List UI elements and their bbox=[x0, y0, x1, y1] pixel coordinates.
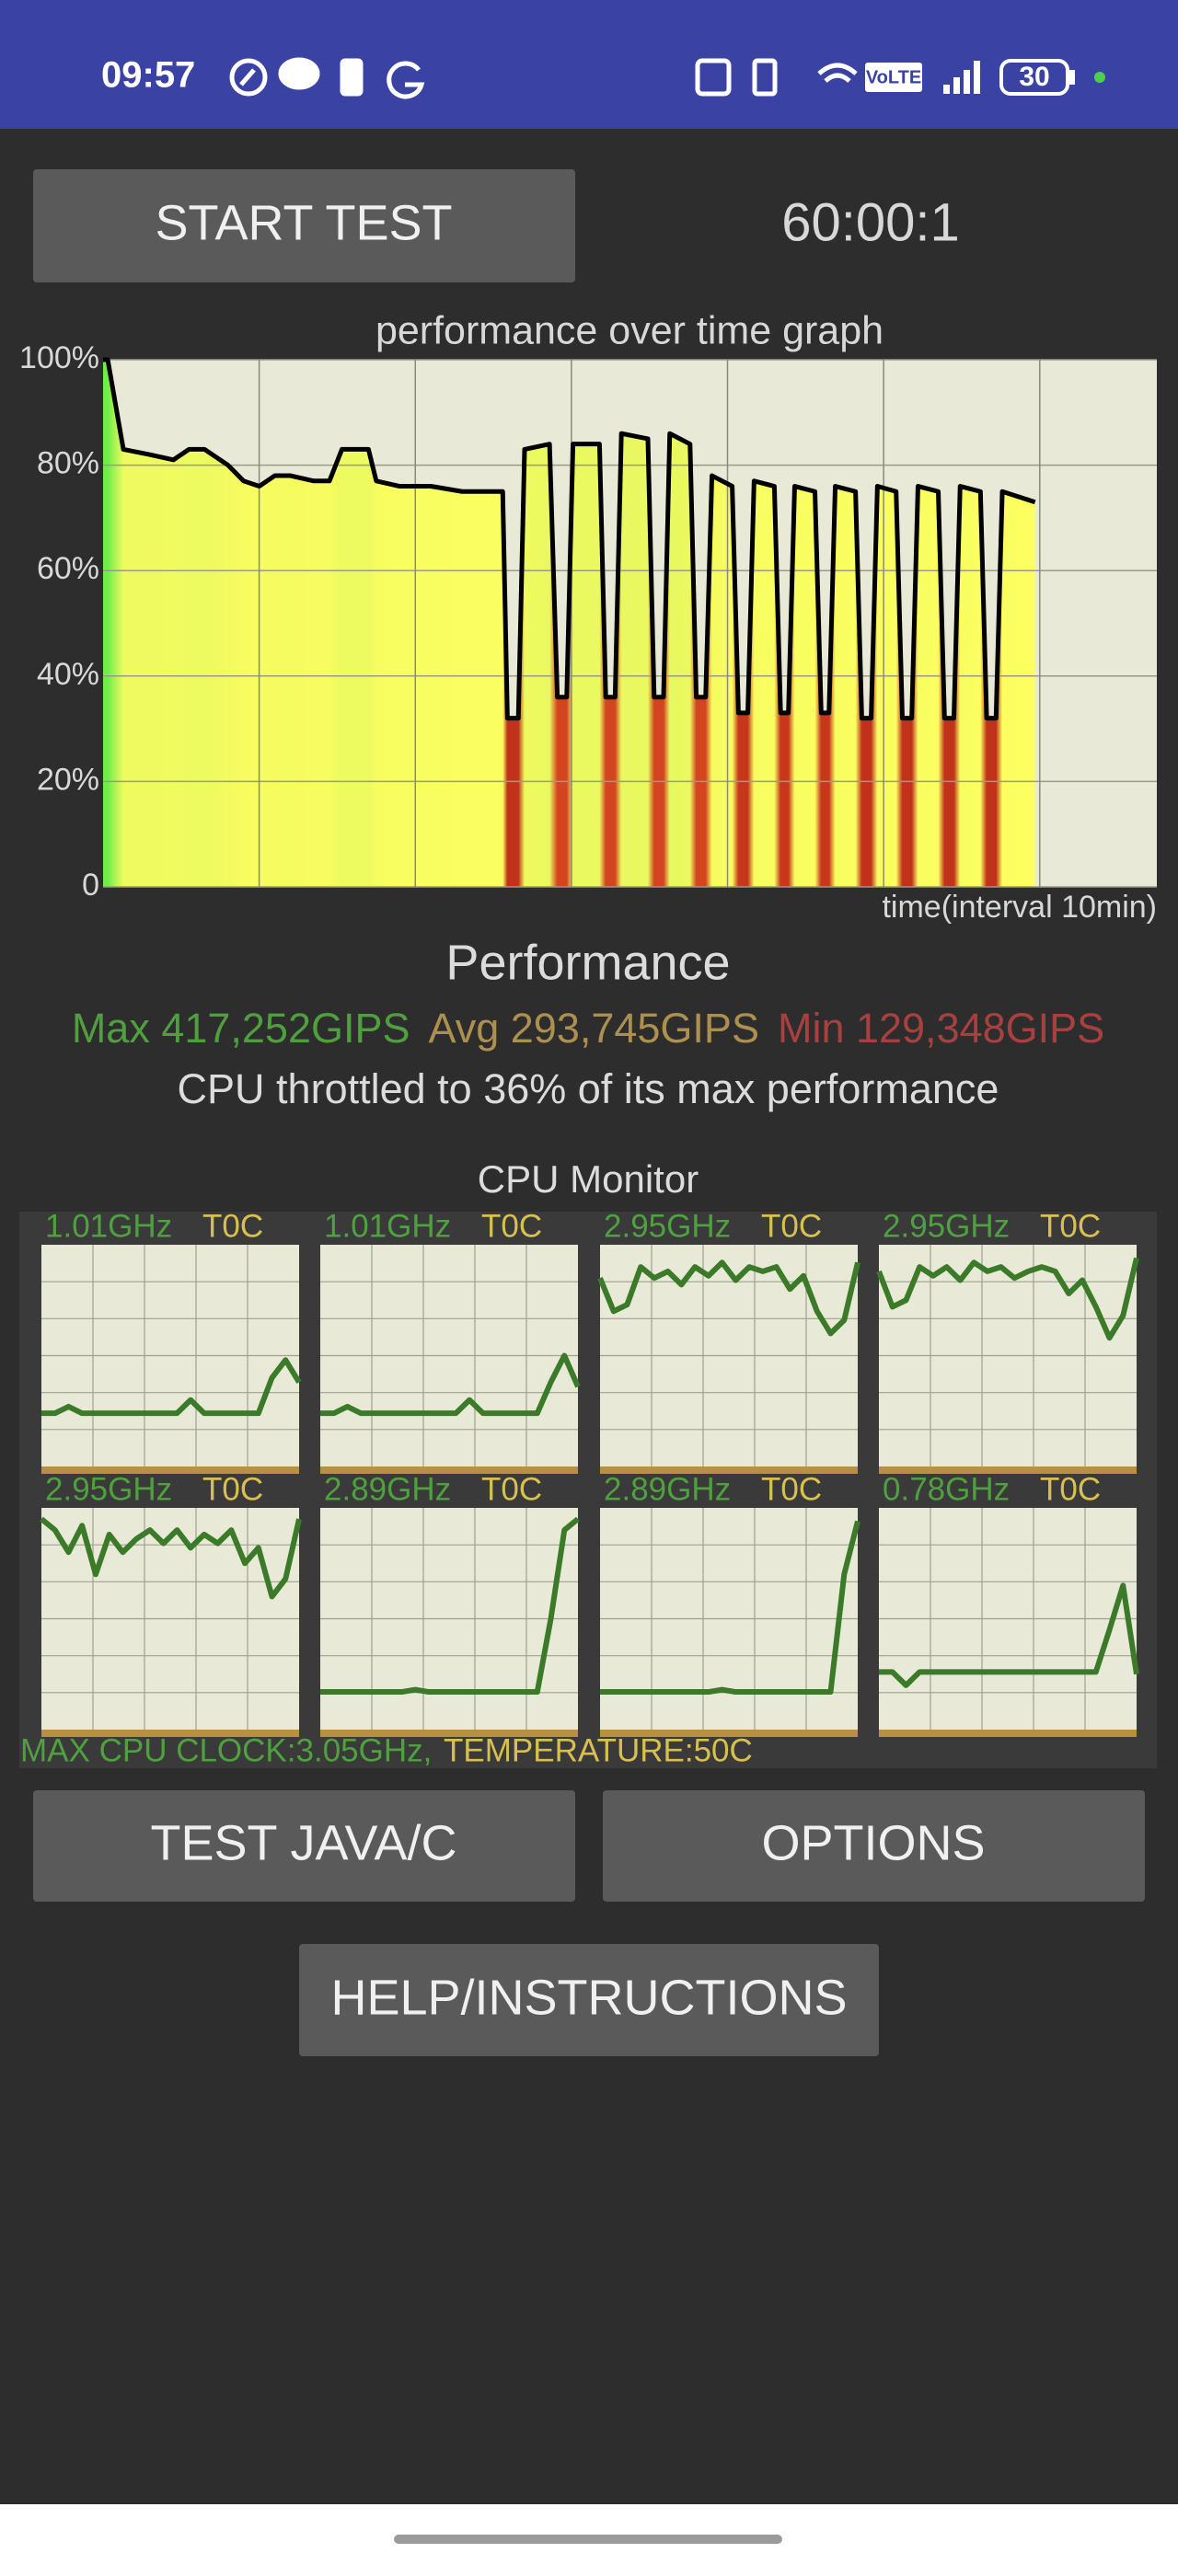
volte-badge bbox=[865, 63, 922, 92]
help-button[interactable] bbox=[299, 1944, 879, 2056]
core-temp: T0C bbox=[1040, 1471, 1101, 1507]
timer: 60:00:1 bbox=[781, 192, 960, 252]
status-battery: 30 bbox=[1019, 62, 1049, 92]
y-tick-label: 80% bbox=[37, 446, 99, 481]
core-line bbox=[600, 1520, 860, 1696]
cpu-monitor-title: CPU Monitor bbox=[478, 1157, 699, 1201]
status-dot bbox=[1094, 72, 1105, 83]
y-tick-label: 20% bbox=[37, 762, 99, 797]
min-stat: Min 129,348GIPS bbox=[778, 1005, 1104, 1052]
test-java-button[interactable] bbox=[33, 1790, 575, 1902]
core-temp: T0C bbox=[761, 1471, 822, 1507]
start-test-button[interactable] bbox=[33, 169, 575, 282]
avg-stat: Avg 293,745GIPS bbox=[429, 1005, 759, 1052]
y-tick-label: 0 bbox=[82, 868, 99, 903]
core-clock: 1.01GHz bbox=[324, 1208, 451, 1244]
temperature: TEMPERATURE:50C bbox=[444, 1732, 753, 1768]
core-base-bar bbox=[879, 1466, 1137, 1474]
performance-line bbox=[103, 357, 1036, 721]
core-temp: T0C bbox=[481, 1208, 542, 1244]
performance-title: Performance bbox=[445, 935, 730, 990]
test-java-label[interactable]: TEST JAVA/C bbox=[150, 1815, 456, 1870]
battery-icon bbox=[999, 59, 1069, 96]
x-axis-label: time(interval 10min) bbox=[882, 890, 1157, 925]
core-temp: T0C bbox=[1040, 1208, 1101, 1244]
throttle-text: CPU throttled to 36% of its max performa… bbox=[178, 1065, 999, 1112]
max-stat: Max 417,252GIPS bbox=[72, 1005, 410, 1052]
core-clock: 2.95GHz bbox=[604, 1208, 731, 1244]
core-base-bar bbox=[600, 1730, 858, 1737]
core-temp: T0C bbox=[202, 1471, 263, 1507]
status-bar bbox=[0, 0, 1178, 129]
core-base-bar bbox=[879, 1730, 1137, 1737]
cpu-layer: 1.01GHz T0C 1.01GHz T0C 2.95GHz T0C 2.95GHz T0C… bbox=[40, 1208, 1139, 1737]
start-test-label[interactable]: START TEST bbox=[155, 195, 452, 250]
max-cpu-clock: MAX CPU CLOCK:3.05GHz, bbox=[20, 1732, 432, 1768]
core-line bbox=[320, 1352, 581, 1417]
core-clock: 1.01GHz bbox=[45, 1208, 172, 1244]
core-base-bar bbox=[320, 1730, 578, 1737]
core-temp: T0C bbox=[481, 1471, 542, 1507]
core-clock: 2.95GHz bbox=[883, 1208, 1010, 1244]
y-tick-label: 60% bbox=[37, 551, 99, 586]
core-clock: 2.89GHz bbox=[604, 1471, 731, 1507]
core-line bbox=[40, 1516, 302, 1600]
core-clock: 2.95GHz bbox=[45, 1471, 172, 1507]
home-handle[interactable] bbox=[394, 2535, 782, 2544]
status-volte: VoLTE bbox=[866, 67, 921, 87]
core-base-bar bbox=[320, 1466, 578, 1474]
battery-tip bbox=[1069, 70, 1075, 85]
core-base-bar bbox=[600, 1466, 858, 1474]
core-line bbox=[320, 1516, 580, 1696]
chart-title: performance over time graph bbox=[375, 308, 884, 352]
core-clock: 2.89GHz bbox=[324, 1471, 451, 1507]
core-line bbox=[879, 1582, 1139, 1688]
y-tick-label: 100% bbox=[19, 340, 99, 375]
core-line bbox=[41, 1357, 302, 1417]
core-temp: T0C bbox=[202, 1208, 263, 1244]
core-line bbox=[597, 1259, 860, 1337]
status-icons bbox=[229, 57, 858, 99]
chart-layer: 0 20% 40% 60% 80% 100% bbox=[19, 340, 1157, 903]
performance-stats: Max 417,252GIPS Avg 293,745GIPS Min 129,34… bbox=[72, 1005, 1104, 1052]
core-base-bar bbox=[41, 1730, 299, 1737]
core-temp: T0C bbox=[761, 1208, 822, 1244]
core-clock: 0.78GHz bbox=[883, 1471, 1010, 1507]
signal-icon bbox=[943, 61, 980, 94]
core-base-bar bbox=[41, 1466, 299, 1474]
core-line bbox=[876, 1257, 1139, 1341]
options-label[interactable]: OPTIONS bbox=[761, 1815, 985, 1870]
help-label[interactable]: HELP/INSTRUCTIONS bbox=[330, 1970, 847, 2025]
options-button[interactable] bbox=[603, 1790, 1145, 1902]
status-time: 09:57 bbox=[101, 55, 195, 96]
y-tick-label: 40% bbox=[37, 657, 99, 692]
